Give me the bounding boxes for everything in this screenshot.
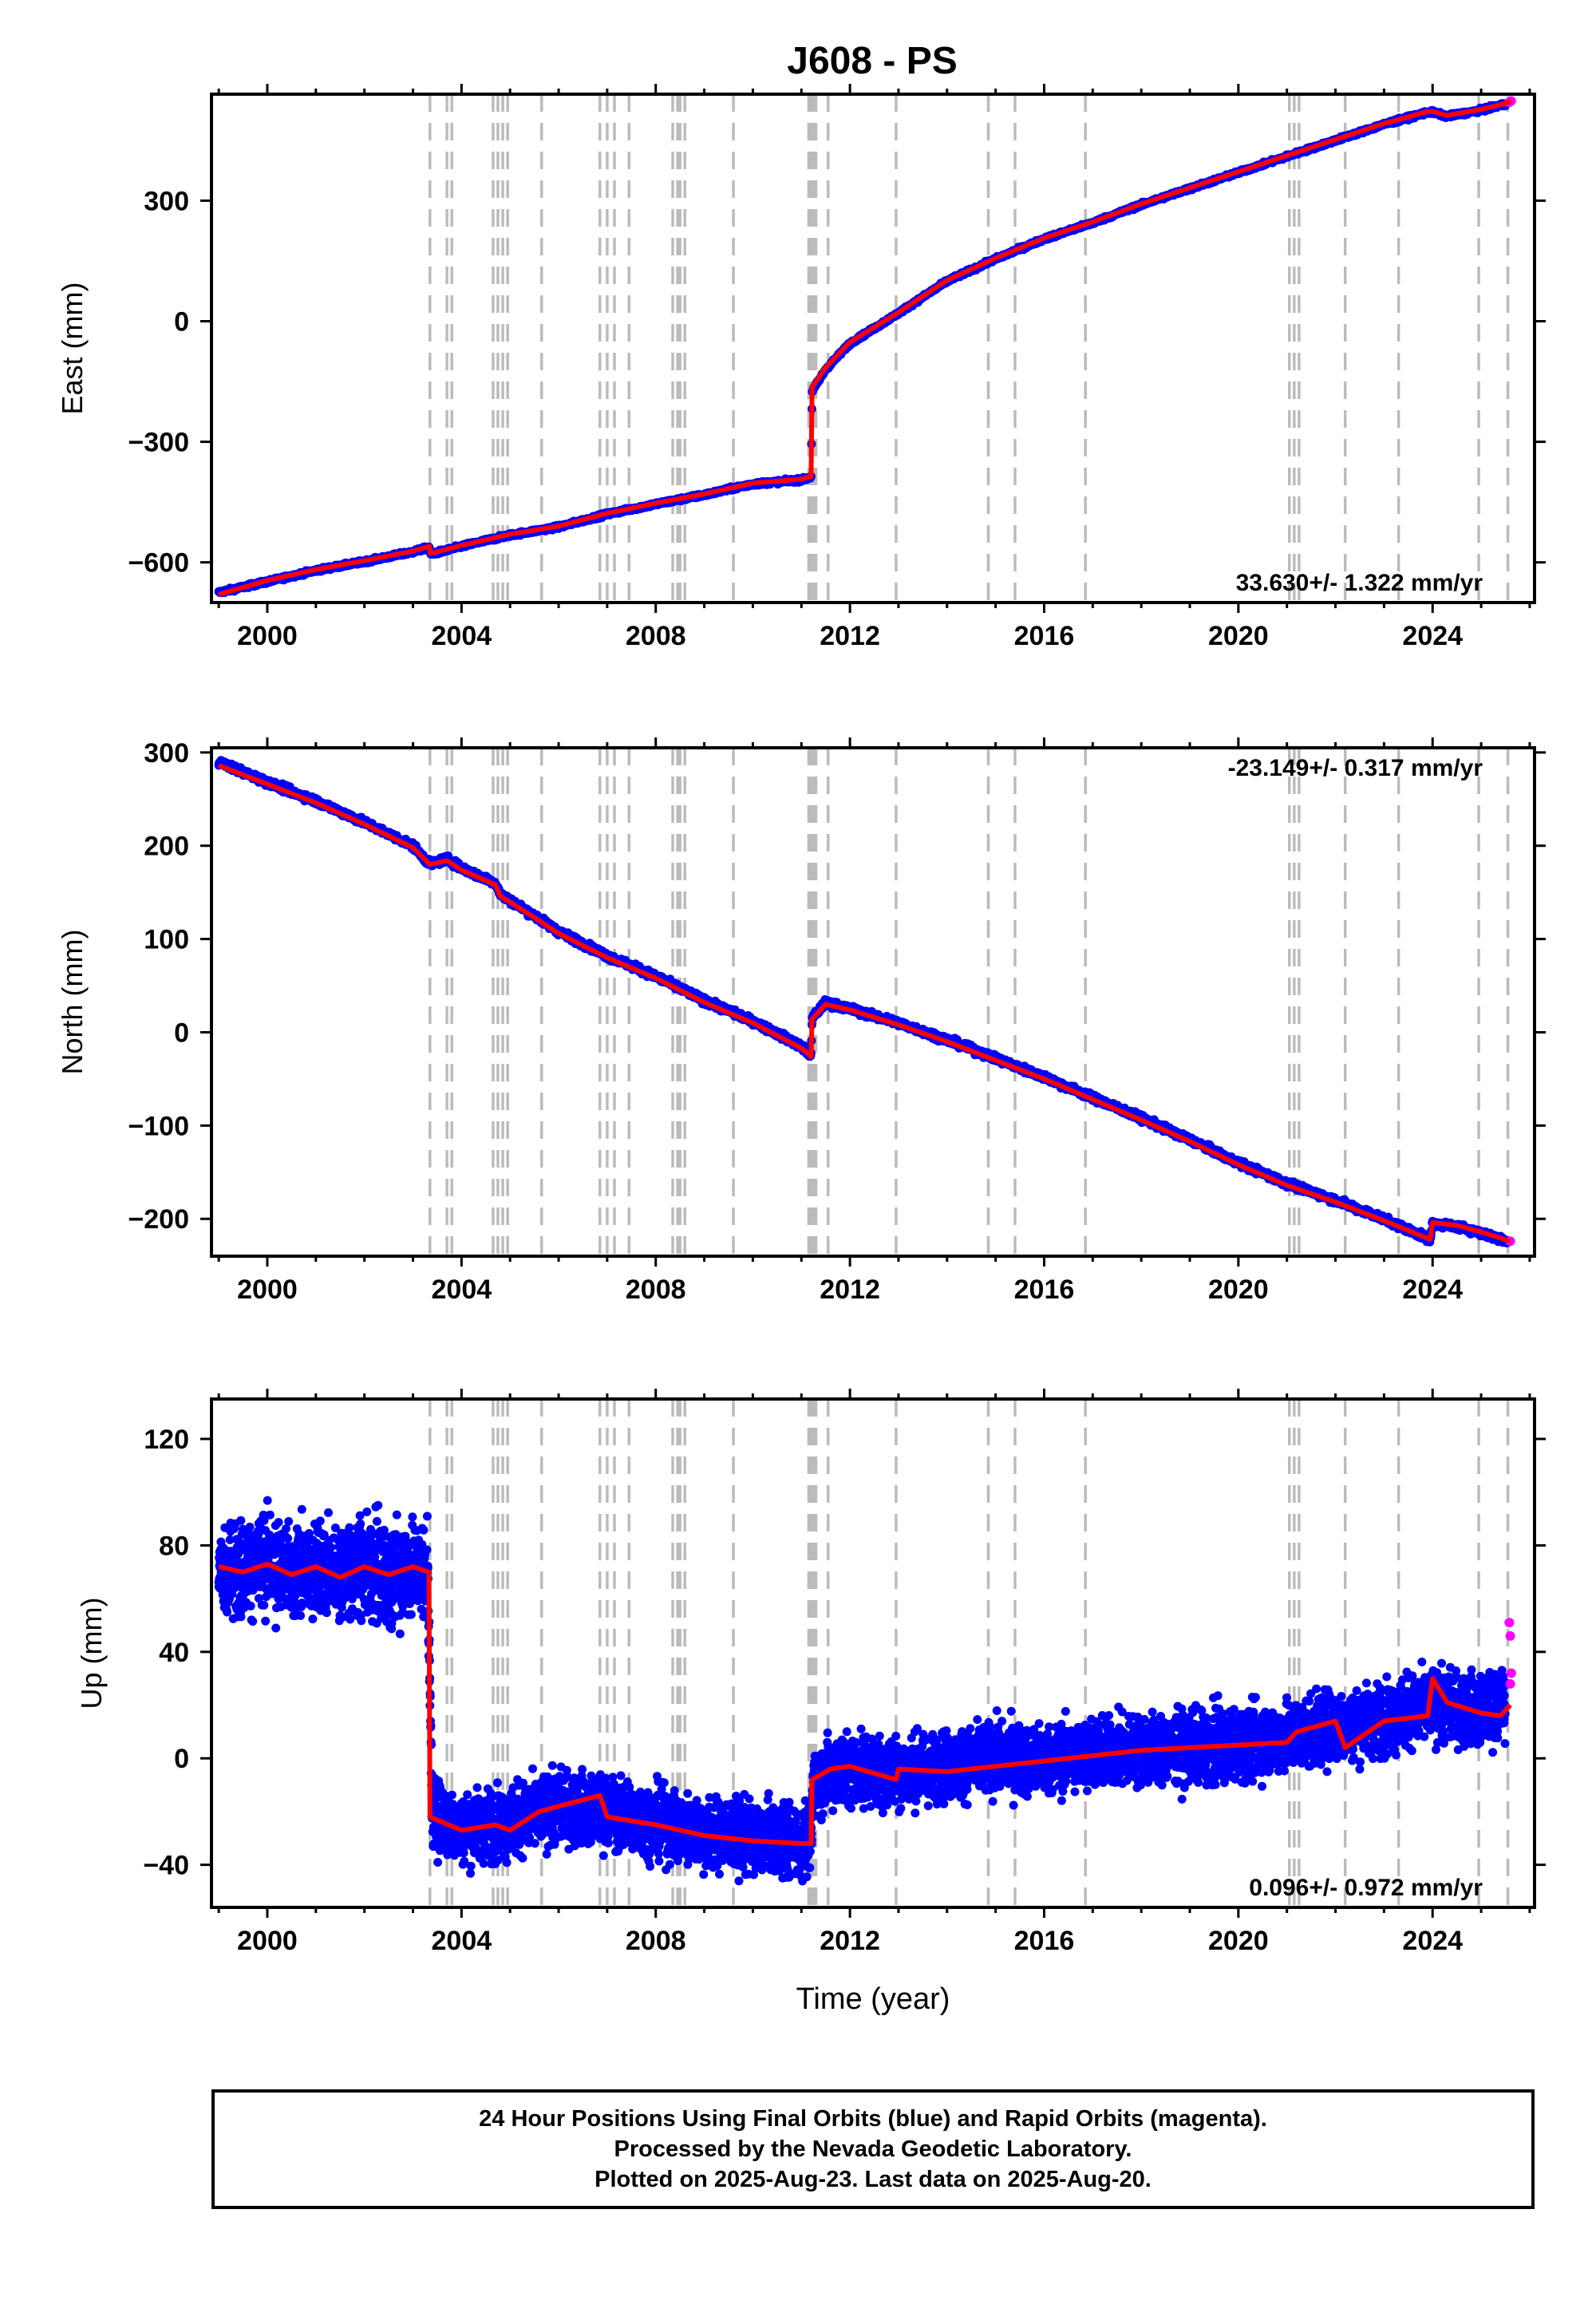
- final-orbit-points: [214, 99, 1510, 598]
- east-panel: 2000 2004 2008 2012 2016 2020 2024 −600 −300 0 300…: [56, 84, 1546, 651]
- rate-annotation: 33.630+/- 1.322 mm/yr: [1236, 570, 1483, 596]
- model-fit-line: [218, 98, 1512, 597]
- y-tick-label: −300: [128, 428, 189, 458]
- y-tick-label: 300: [144, 186, 189, 216]
- x-tick-label: 2008: [626, 621, 686, 651]
- final-orbit-points: [214, 756, 1512, 1247]
- x-tick-label: 2004: [432, 621, 492, 651]
- x-tick-label: 2012: [820, 621, 880, 651]
- north-panel: 2000 2004 2008 2012 2016 2020 2024−200−1000100…: [56, 737, 1546, 1305]
- plot-area: [214, 748, 1515, 1256]
- plot-frame: [210, 93, 1536, 604]
- x-tick-label: 2020: [1208, 621, 1269, 651]
- y-tick-label: −600: [128, 548, 189, 579]
- y-tick-label: 0: [174, 307, 189, 338]
- chart-title: J608 - PS: [787, 40, 957, 82]
- x-tick-label: 2024: [1402, 621, 1463, 651]
- x-tick-label: 2016: [1014, 621, 1075, 651]
- plot-area: [214, 94, 1516, 603]
- y-axis-label: East (mm): [56, 283, 89, 415]
- x-tick-label: 2000: [237, 621, 298, 651]
